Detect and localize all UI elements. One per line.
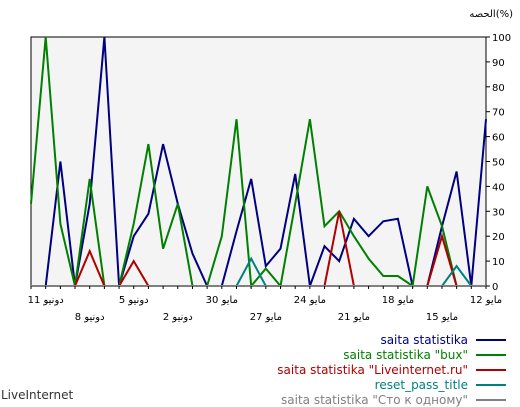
legend-item: saita statistika "Сто к одному" [281, 393, 506, 407]
x-axis: 11 دونيو 8 دونيو 5 دونيو 2 دونيو 30 مايو 27 م… [28, 286, 502, 323]
x-tick-label: 15 مايو [426, 312, 458, 323]
legend-label: reset_pass_title [374, 378, 468, 392]
x-tick-label: 5 دونيو [119, 295, 149, 306]
legend-swatch [476, 354, 506, 356]
y-tick-label: 40 [492, 182, 505, 193]
y-tick-label: 90 [492, 58, 505, 69]
legend-item: saita statistika [380, 333, 506, 347]
x-tick-label: 24 مايو [294, 295, 326, 306]
y-tick-label: 30 [492, 207, 505, 218]
legend-item: saita statistika "Liveinternet.ru" [277, 363, 506, 377]
legend-swatch [476, 369, 506, 371]
series-layer [30, 36, 487, 289]
legend-swatch [476, 339, 506, 341]
x-tick-label: 8 دونيو [75, 312, 105, 323]
y-tick-label: 80 [492, 83, 505, 94]
legend-swatch [476, 384, 506, 386]
series-line-0 [31, 36, 487, 287]
x-tick-label: 11 دونيو [28, 295, 64, 306]
x-tick-label: 2 دونيو [163, 312, 193, 323]
legend-item: reset_pass_title [375, 378, 506, 392]
y-unit-label: الحصه(%) [469, 9, 513, 20]
y-tick-label: 100 [492, 33, 511, 44]
y-axis: 0 10 20 30 40 50 60 70 80 90 100 [486, 33, 511, 293]
legend-swatch [476, 399, 506, 401]
x-tick-label: 18 مايو [382, 295, 414, 306]
legend-item: saita statistika "bux" [343, 348, 506, 362]
liveinternet-watermark: LiveInternet [1, 388, 74, 402]
x-tick-label: 21 مايو [338, 312, 370, 323]
x-tick-label: 30 مايو [206, 295, 238, 306]
legend-label: saita statistika "Сто к одному" [281, 393, 468, 407]
x-tick-label: 27 مايو [250, 312, 282, 323]
legend-label: saita statistika "Liveinternet.ru" [277, 363, 468, 377]
legend-label: saita statistika "bux" [343, 348, 468, 362]
y-tick-label: 20 [492, 232, 505, 243]
y-tick-label: 10 [492, 257, 505, 268]
y-tick-label: 50 [492, 158, 505, 169]
y-tick-label: 60 [492, 133, 505, 144]
legend-label: saita statistika [380, 333, 468, 347]
y-tick-label: 70 [492, 108, 505, 119]
y-tick-label: 0 [492, 282, 498, 293]
line-chart: 0 10 20 30 40 50 60 70 80 90 100 11 دونيو 8 دونيو 5 … [28, 9, 513, 323]
x-tick-label: 12 مايو [470, 295, 502, 306]
